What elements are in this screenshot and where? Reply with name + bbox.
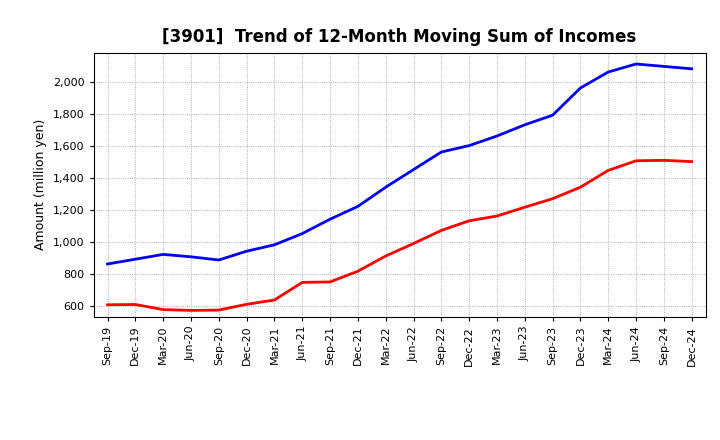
Ordinary Income [604, 70, 613, 75]
Net Income [409, 241, 418, 246]
Net Income [186, 308, 195, 313]
Net Income [549, 196, 557, 202]
Net Income [298, 280, 307, 285]
Title: [3901]  Trend of 12-Month Moving Sum of Incomes: [3901] Trend of 12-Month Moving Sum of I… [163, 28, 636, 46]
Net Income [354, 268, 362, 274]
Net Income [131, 302, 140, 307]
Net Income [242, 302, 251, 307]
Ordinary Income [215, 257, 223, 263]
Net Income [270, 297, 279, 303]
Net Income [492, 213, 501, 219]
Ordinary Income [186, 254, 195, 260]
Net Income [382, 253, 390, 259]
Line: Ordinary Income: Ordinary Income [107, 64, 692, 264]
Ordinary Income [298, 231, 307, 236]
Ordinary Income [465, 143, 474, 148]
Ordinary Income [103, 261, 112, 267]
Net Income [325, 279, 334, 285]
Net Income [465, 218, 474, 224]
Net Income [437, 228, 446, 233]
Ordinary Income [270, 242, 279, 247]
Ordinary Income [354, 204, 362, 209]
Ordinary Income [437, 149, 446, 154]
Ordinary Income [521, 122, 529, 128]
Ordinary Income [660, 64, 668, 69]
Net Income [576, 184, 585, 190]
Line: Net Income: Net Income [107, 160, 692, 310]
Net Income [660, 158, 668, 163]
Ordinary Income [549, 113, 557, 118]
Net Income [159, 307, 168, 312]
Ordinary Income [325, 216, 334, 222]
Ordinary Income [159, 252, 168, 257]
Y-axis label: Amount (million yen): Amount (million yen) [35, 119, 48, 250]
Ordinary Income [631, 61, 640, 66]
Net Income [604, 168, 613, 173]
Ordinary Income [242, 249, 251, 254]
Net Income [631, 158, 640, 163]
Net Income [521, 205, 529, 210]
Ordinary Income [409, 167, 418, 172]
Net Income [215, 308, 223, 313]
Ordinary Income [576, 85, 585, 91]
Net Income [688, 159, 696, 164]
Ordinary Income [492, 133, 501, 139]
Ordinary Income [382, 184, 390, 190]
Ordinary Income [131, 257, 140, 262]
Ordinary Income [688, 66, 696, 71]
Net Income [103, 302, 112, 308]
